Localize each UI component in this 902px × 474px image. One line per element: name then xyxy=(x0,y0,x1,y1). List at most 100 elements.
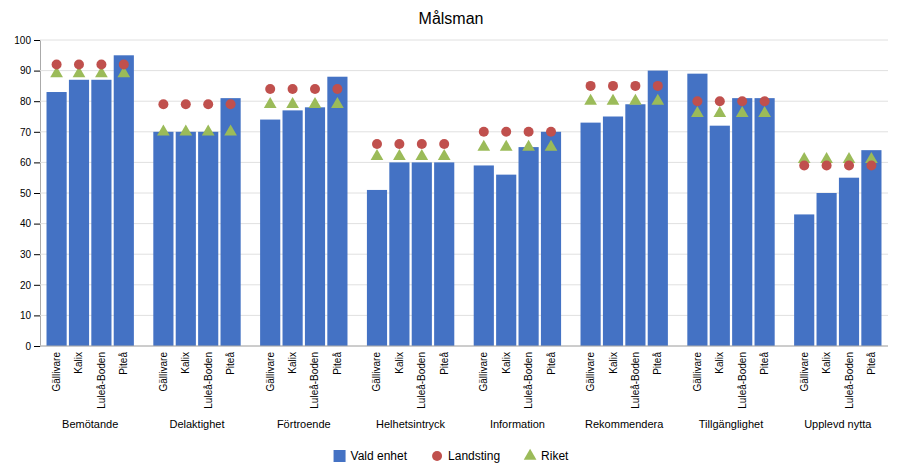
bar xyxy=(389,162,409,346)
category-label: Upplevd nytta xyxy=(804,418,872,430)
circle-marker xyxy=(417,139,427,149)
tick: Kalix xyxy=(73,346,84,374)
circle-marker xyxy=(394,139,404,149)
circle-marker xyxy=(630,81,640,91)
tick: Luleå-Boden xyxy=(844,346,855,409)
tick-label: Luleå-Boden xyxy=(416,352,427,409)
bar xyxy=(221,98,241,346)
x-axis: GällivareKalixLuleå-BodenPiteå xyxy=(692,346,770,409)
bar xyxy=(474,165,494,346)
tick-label: Gällivare xyxy=(51,352,62,392)
legend-item: Landsting xyxy=(432,449,500,463)
marker-series xyxy=(50,66,878,163)
category-label: Delaktighet xyxy=(169,418,224,430)
bar xyxy=(839,178,859,346)
bar xyxy=(603,117,623,347)
bar xyxy=(198,132,218,346)
tick-label: 30 xyxy=(20,249,32,260)
x-axis: GällivareKalixLuleå-BodenPiteå xyxy=(799,346,877,409)
tick-label: 100 xyxy=(14,35,31,46)
legend-swatch xyxy=(432,451,442,461)
tick: Gällivare xyxy=(51,346,62,391)
circle-marker xyxy=(332,84,342,94)
tick-label: 20 xyxy=(20,280,32,291)
triangle-marker xyxy=(309,97,322,108)
circle-marker xyxy=(546,127,556,137)
tick-label: Gällivare xyxy=(265,352,276,392)
tick: Piteå xyxy=(118,346,129,375)
tick-label: Gällivare xyxy=(585,352,596,392)
tick: 40 xyxy=(20,218,40,229)
tick-label: Kalix xyxy=(714,352,725,374)
tick: 60 xyxy=(20,157,40,168)
tick: 30 xyxy=(20,249,40,260)
triangle-marker xyxy=(157,124,170,135)
circle-marker xyxy=(715,96,725,106)
tick-line xyxy=(34,315,40,316)
bar xyxy=(732,98,752,346)
bar xyxy=(817,193,837,346)
circle-marker xyxy=(96,59,106,69)
tick-label: Gällivare xyxy=(158,352,169,392)
tick-label: 40 xyxy=(20,218,32,229)
tick-label: Luleå-Boden xyxy=(203,352,214,409)
x-axis: Gällivare Kalix Luleå-Boden Piteå xyxy=(51,346,129,409)
legend-label: Landsting xyxy=(448,449,500,463)
bar xyxy=(260,120,280,346)
tick-line xyxy=(34,132,40,133)
triangle-marker xyxy=(438,149,451,160)
bar xyxy=(625,104,645,346)
tick-label: 70 xyxy=(20,127,32,138)
bar xyxy=(176,132,196,346)
triangle-marker xyxy=(736,106,749,117)
tick-label: 10 xyxy=(20,310,32,321)
circle-marker xyxy=(288,84,298,94)
tick-label: Luleå-Boden xyxy=(630,352,641,409)
tick-label: 0 xyxy=(25,341,31,352)
bar xyxy=(327,77,347,346)
tick: Gällivare xyxy=(692,346,703,391)
chart: Målsman0102030405060708090100GällivareKa… xyxy=(0,0,902,474)
tick: Piteå xyxy=(225,346,236,375)
bar xyxy=(434,162,454,346)
plot: 0102030405060708090100GällivareKalixLule… xyxy=(14,35,888,430)
tick: Kalix xyxy=(180,346,191,374)
tick: Luleå-Boden xyxy=(630,346,641,409)
circle-marker xyxy=(501,127,511,137)
circle-marker xyxy=(608,81,618,91)
tick-label: Piteå xyxy=(759,352,770,375)
tick-label: Luleå-Boden xyxy=(844,352,855,409)
tick-line xyxy=(34,224,40,225)
x-axis-line xyxy=(40,346,888,347)
category-label: Helhetsintryck xyxy=(376,418,446,430)
tick-label: Luleå-Boden xyxy=(96,352,107,409)
bar xyxy=(710,126,730,346)
triangle-marker xyxy=(758,106,771,117)
marker-series xyxy=(52,59,877,170)
bar xyxy=(648,71,668,346)
tick: Luleå-Boden xyxy=(309,346,320,409)
tick-line xyxy=(34,40,40,41)
bar-series xyxy=(47,55,882,346)
legend-label: Vald enhet xyxy=(351,449,408,463)
title: Målsman xyxy=(419,10,484,27)
tick-line xyxy=(34,71,40,72)
tick: 100 xyxy=(14,35,40,46)
circle-marker xyxy=(844,160,854,170)
tick-label: Kalix xyxy=(821,352,832,374)
marks xyxy=(47,55,882,346)
legend-swatch xyxy=(334,450,346,462)
tick: 10 xyxy=(20,310,40,321)
tick-line xyxy=(34,193,40,194)
circle-marker xyxy=(203,99,213,109)
x-axis: Gällivare Kalix Luleå-Boden Piteå xyxy=(158,346,236,409)
legend: Vald enhetLandstingRiket xyxy=(334,449,570,464)
tick-label: 60 xyxy=(20,157,32,168)
tick-label: Gällivare xyxy=(692,352,703,392)
tick: Gällivare xyxy=(265,346,276,391)
tick-line xyxy=(34,162,40,163)
tick-line xyxy=(34,346,40,347)
tick: Kalix xyxy=(394,346,405,374)
circle-marker xyxy=(226,99,236,109)
bar xyxy=(153,132,173,346)
